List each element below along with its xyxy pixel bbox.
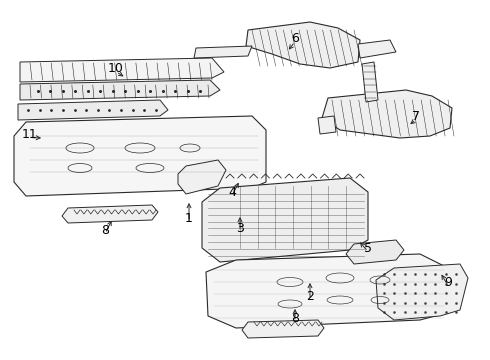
Polygon shape bbox=[376, 264, 468, 320]
Polygon shape bbox=[246, 22, 360, 68]
Polygon shape bbox=[346, 240, 404, 264]
Text: 10: 10 bbox=[108, 62, 124, 75]
Text: 5: 5 bbox=[364, 242, 372, 255]
Polygon shape bbox=[14, 116, 266, 196]
Polygon shape bbox=[20, 58, 224, 82]
Polygon shape bbox=[62, 205, 158, 223]
Polygon shape bbox=[318, 116, 336, 134]
Text: 8: 8 bbox=[101, 224, 109, 237]
Text: 8: 8 bbox=[291, 311, 299, 324]
Text: 2: 2 bbox=[306, 289, 314, 302]
Text: 9: 9 bbox=[444, 275, 452, 288]
Polygon shape bbox=[194, 46, 252, 58]
Text: 7: 7 bbox=[412, 109, 420, 122]
Text: 1: 1 bbox=[185, 211, 193, 225]
Polygon shape bbox=[362, 62, 378, 102]
Text: 6: 6 bbox=[291, 31, 299, 45]
Polygon shape bbox=[18, 100, 168, 120]
Text: 3: 3 bbox=[236, 221, 244, 234]
Polygon shape bbox=[202, 178, 368, 262]
Polygon shape bbox=[322, 90, 452, 138]
Text: 11: 11 bbox=[22, 127, 38, 140]
Polygon shape bbox=[358, 40, 396, 58]
Polygon shape bbox=[178, 160, 226, 194]
Polygon shape bbox=[242, 320, 324, 338]
Polygon shape bbox=[206, 254, 450, 328]
Polygon shape bbox=[20, 80, 220, 100]
Text: 4: 4 bbox=[228, 185, 236, 198]
